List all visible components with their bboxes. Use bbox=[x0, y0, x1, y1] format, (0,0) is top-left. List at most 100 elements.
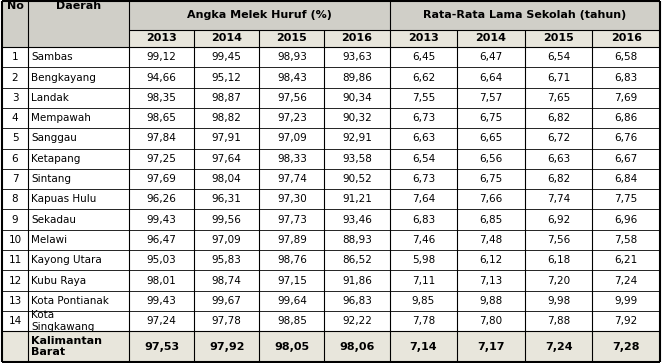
Bar bbox=[324, 68, 390, 88]
Bar bbox=[525, 209, 592, 230]
Text: 98,65: 98,65 bbox=[146, 113, 176, 123]
Bar bbox=[525, 108, 592, 128]
Bar bbox=[592, 189, 660, 209]
Bar bbox=[324, 189, 390, 209]
Bar bbox=[457, 291, 525, 311]
Text: 97,15: 97,15 bbox=[277, 276, 307, 286]
Text: 6,67: 6,67 bbox=[614, 154, 638, 164]
Bar bbox=[260, 270, 324, 291]
Text: 97,89: 97,89 bbox=[277, 235, 307, 245]
Text: 93,58: 93,58 bbox=[342, 154, 372, 164]
Text: Kalimantan
Barat: Kalimantan Barat bbox=[31, 336, 102, 358]
Text: 99,43: 99,43 bbox=[146, 296, 176, 306]
Text: 6,58: 6,58 bbox=[614, 52, 638, 62]
Text: 7,78: 7,78 bbox=[412, 316, 435, 326]
Bar bbox=[592, 68, 660, 88]
Bar bbox=[194, 29, 260, 47]
Bar bbox=[525, 311, 592, 331]
Text: 98,85: 98,85 bbox=[277, 316, 307, 326]
Bar bbox=[194, 189, 260, 209]
Bar bbox=[28, 331, 129, 362]
Text: 96,31: 96,31 bbox=[212, 194, 242, 204]
Bar bbox=[390, 108, 457, 128]
Bar bbox=[324, 209, 390, 230]
Text: 7,13: 7,13 bbox=[479, 276, 502, 286]
Text: 6,82: 6,82 bbox=[547, 174, 570, 184]
Text: 6,82: 6,82 bbox=[547, 113, 570, 123]
Text: 2013: 2013 bbox=[146, 33, 177, 43]
Text: 6,73: 6,73 bbox=[412, 174, 435, 184]
Text: 5,98: 5,98 bbox=[412, 255, 435, 265]
Bar bbox=[129, 47, 194, 68]
Bar bbox=[525, 270, 592, 291]
Text: 7,11: 7,11 bbox=[412, 276, 435, 286]
Text: 99,12: 99,12 bbox=[146, 52, 176, 62]
Text: 9,88: 9,88 bbox=[479, 296, 502, 306]
Text: 97,64: 97,64 bbox=[212, 154, 242, 164]
Bar bbox=[28, 291, 129, 311]
Text: 6,54: 6,54 bbox=[547, 52, 570, 62]
Text: 97,73: 97,73 bbox=[277, 215, 307, 225]
Text: Ketapang: Ketapang bbox=[31, 154, 81, 164]
Text: 9,99: 9,99 bbox=[614, 296, 638, 306]
Text: 6,92: 6,92 bbox=[547, 215, 570, 225]
Text: Bengkayang: Bengkayang bbox=[31, 73, 96, 82]
Bar bbox=[2, 270, 28, 291]
Bar bbox=[2, 230, 28, 250]
Bar bbox=[129, 108, 194, 128]
Text: Mempawah: Mempawah bbox=[31, 113, 91, 123]
Bar bbox=[324, 169, 390, 189]
Text: 93,63: 93,63 bbox=[342, 52, 372, 62]
Text: 98,06: 98,06 bbox=[340, 342, 375, 352]
Text: 2016: 2016 bbox=[342, 33, 373, 43]
Bar bbox=[2, 209, 28, 230]
Text: 6,75: 6,75 bbox=[479, 113, 502, 123]
Text: 6,47: 6,47 bbox=[479, 52, 502, 62]
Bar bbox=[2, 68, 28, 88]
Text: 7,46: 7,46 bbox=[412, 235, 435, 245]
Text: 7,64: 7,64 bbox=[412, 194, 435, 204]
Text: 98,04: 98,04 bbox=[212, 174, 242, 184]
Bar bbox=[457, 68, 525, 88]
Text: 10: 10 bbox=[9, 235, 22, 245]
Bar bbox=[129, 29, 194, 47]
Bar bbox=[2, 169, 28, 189]
Text: 98,87: 98,87 bbox=[212, 93, 242, 103]
Text: Sanggau: Sanggau bbox=[31, 134, 77, 143]
Bar bbox=[324, 270, 390, 291]
Bar bbox=[260, 169, 324, 189]
Bar bbox=[2, 108, 28, 128]
Bar bbox=[390, 128, 457, 148]
Bar bbox=[260, 47, 324, 68]
Bar bbox=[390, 189, 457, 209]
Text: 98,82: 98,82 bbox=[212, 113, 242, 123]
Bar bbox=[260, 68, 324, 88]
Bar bbox=[129, 250, 194, 270]
Bar bbox=[592, 47, 660, 68]
Bar bbox=[194, 230, 260, 250]
Bar bbox=[2, 128, 28, 148]
Text: 97,53: 97,53 bbox=[144, 342, 179, 352]
Bar bbox=[260, 230, 324, 250]
Bar bbox=[129, 209, 194, 230]
Bar bbox=[324, 291, 390, 311]
Bar bbox=[2, 88, 28, 108]
Text: 97,09: 97,09 bbox=[277, 134, 307, 143]
Bar bbox=[390, 88, 457, 108]
Bar bbox=[324, 47, 390, 68]
Text: 98,05: 98,05 bbox=[274, 342, 309, 352]
Bar bbox=[457, 88, 525, 108]
Text: 98,93: 98,93 bbox=[277, 52, 307, 62]
Text: 6,56: 6,56 bbox=[479, 154, 502, 164]
Bar bbox=[457, 270, 525, 291]
Bar bbox=[457, 128, 525, 148]
Bar bbox=[457, 47, 525, 68]
Text: 7,17: 7,17 bbox=[477, 342, 505, 352]
Text: 98,76: 98,76 bbox=[277, 255, 307, 265]
Text: 6,64: 6,64 bbox=[479, 73, 502, 82]
Bar bbox=[592, 108, 660, 128]
Bar bbox=[390, 68, 457, 88]
Bar bbox=[457, 230, 525, 250]
Bar bbox=[525, 250, 592, 270]
Bar bbox=[324, 331, 390, 362]
